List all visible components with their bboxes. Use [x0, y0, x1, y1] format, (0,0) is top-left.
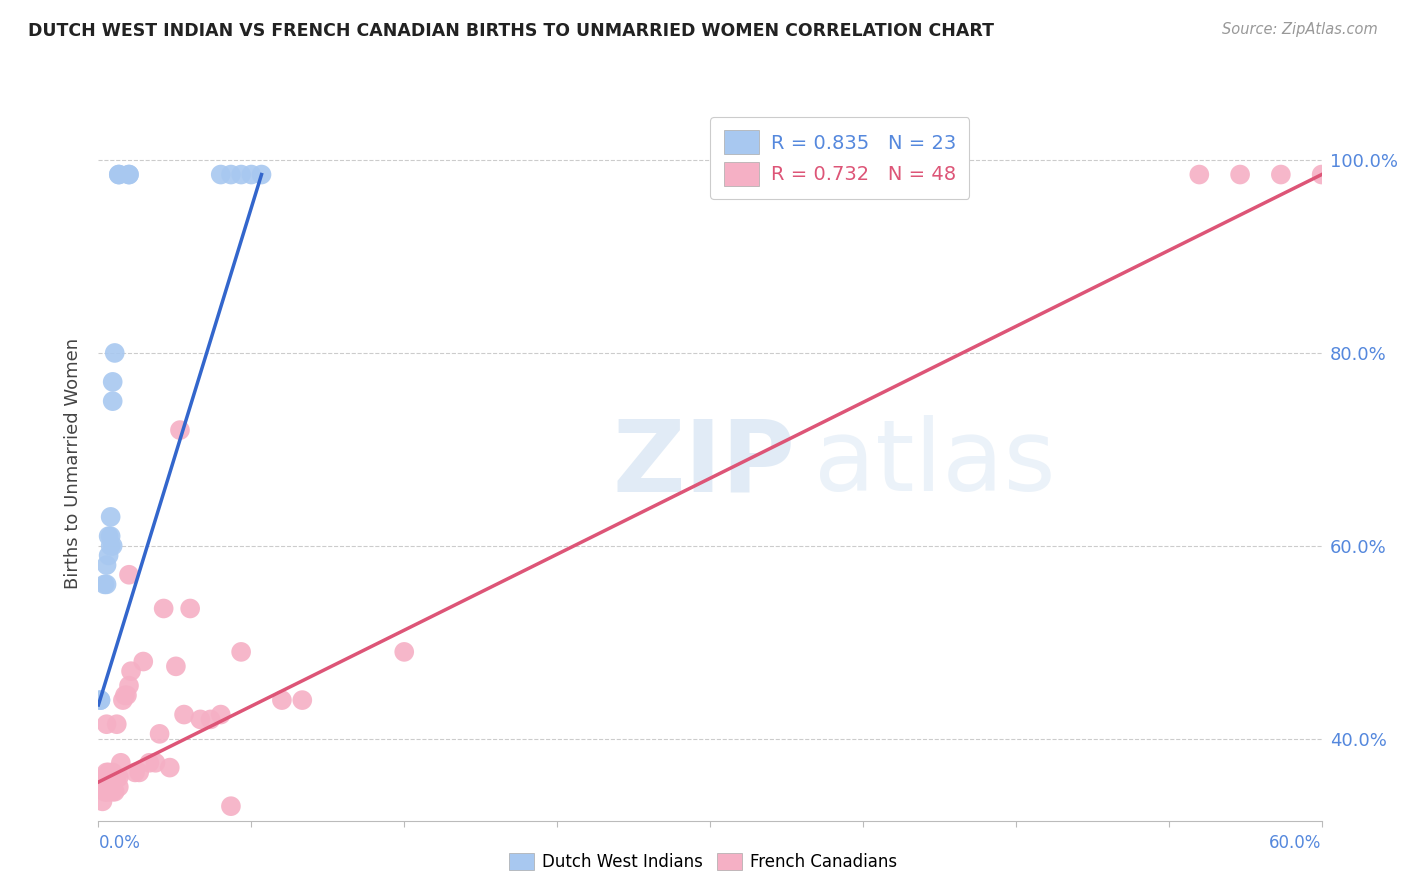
Point: [108, 780, 131, 794]
Point: [108, 168, 131, 182]
Point: [104, 346, 127, 360]
Point: [93, 577, 115, 591]
Point: [219, 799, 242, 814]
Point: [392, 645, 416, 659]
Text: 0.0%: 0.0%: [98, 834, 141, 852]
Point: [89, 775, 111, 789]
Point: [118, 567, 141, 582]
Point: [97, 549, 120, 563]
Point: [1229, 168, 1251, 182]
Point: [96, 785, 118, 799]
Point: [152, 601, 174, 615]
Text: Source: ZipAtlas.com: Source: ZipAtlas.com: [1222, 22, 1378, 37]
Point: [96, 765, 118, 780]
Point: [124, 765, 146, 780]
Point: [209, 168, 232, 182]
Point: [110, 756, 132, 770]
Point: [120, 664, 142, 678]
Point: [118, 679, 141, 693]
Point: [104, 785, 127, 799]
Text: atlas: atlas: [814, 416, 1056, 512]
Point: [115, 688, 138, 702]
Point: [100, 539, 122, 553]
Point: [270, 693, 294, 707]
Point: [118, 168, 141, 182]
Point: [101, 539, 124, 553]
Point: [231, 645, 253, 659]
Point: [97, 529, 120, 543]
Point: [128, 765, 150, 780]
Point: [96, 717, 118, 731]
Point: [97, 785, 120, 799]
Point: [111, 693, 134, 707]
Point: [200, 712, 222, 726]
Point: [159, 761, 181, 775]
Y-axis label: Births to Unmarried Women: Births to Unmarried Women: [65, 338, 83, 590]
Point: [91, 794, 114, 808]
Point: [1270, 168, 1292, 182]
Point: [100, 529, 122, 543]
Point: [1310, 168, 1333, 182]
Point: [105, 770, 128, 784]
Point: [105, 717, 128, 731]
Point: [108, 168, 131, 182]
Text: DUTCH WEST INDIAN VS FRENCH CANADIAN BIRTHS TO UNMARRIED WOMEN CORRELATION CHART: DUTCH WEST INDIAN VS FRENCH CANADIAN BIR…: [28, 22, 994, 40]
Point: [188, 712, 212, 726]
Point: [291, 693, 314, 707]
Point: [100, 780, 122, 794]
Point: [96, 577, 118, 591]
Text: ZIP: ZIP: [612, 416, 794, 512]
Point: [1188, 168, 1211, 182]
Point: [101, 765, 124, 780]
Point: [101, 785, 124, 799]
Point: [101, 394, 124, 409]
Point: [169, 423, 191, 437]
Text: 60.0%: 60.0%: [1270, 834, 1322, 852]
Point: [250, 168, 273, 182]
Point: [209, 707, 232, 722]
Point: [100, 509, 122, 524]
Point: [165, 659, 187, 673]
Point: [219, 168, 242, 182]
Point: [97, 765, 120, 780]
Point: [101, 375, 124, 389]
Point: [93, 770, 115, 784]
Point: [96, 558, 118, 573]
Point: [145, 756, 167, 770]
Point: [118, 168, 141, 182]
Point: [89, 693, 111, 707]
Point: [132, 655, 155, 669]
Point: [138, 756, 160, 770]
Point: [240, 168, 263, 182]
Point: [231, 168, 253, 182]
Point: [173, 707, 195, 722]
Legend: R = 0.835   N = 23, R = 0.732   N = 48: R = 0.835 N = 23, R = 0.732 N = 48: [710, 117, 969, 199]
Point: [114, 688, 136, 702]
Point: [108, 770, 131, 784]
Point: [89, 693, 111, 707]
Legend: Dutch West Indians, French Canadians: Dutch West Indians, French Canadians: [501, 845, 905, 880]
Point: [179, 601, 201, 615]
Point: [93, 785, 115, 799]
Point: [149, 727, 172, 741]
